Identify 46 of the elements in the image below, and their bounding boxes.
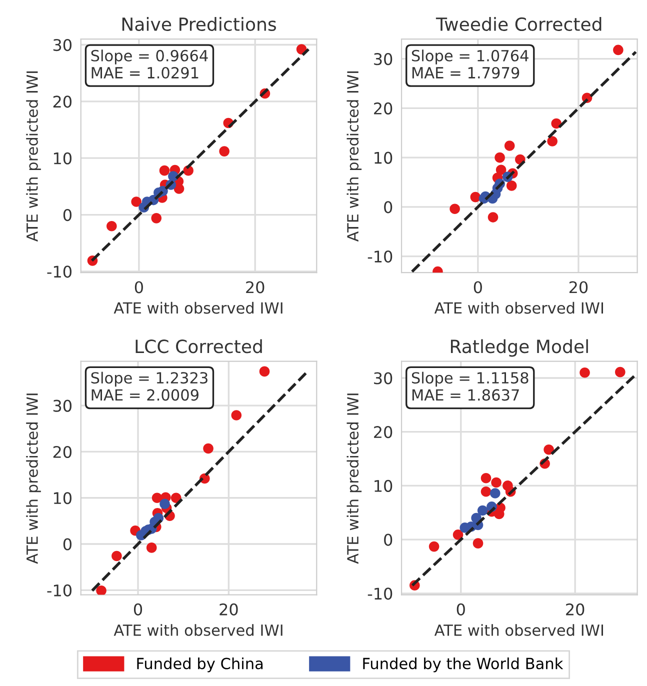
annotation: Slope = 1.2323 MAE = 2.0009	[91, 372, 208, 401]
y-tick-label: 20	[53, 96, 72, 108]
x-tick-label: 0	[474, 281, 482, 294]
annotation: Slope = 1.0764 MAE = 1.7979	[412, 50, 528, 79]
x-tick-label: 20	[220, 603, 238, 616]
y-axis-title: ATE with predicted IWI	[346, 71, 362, 242]
x-axis-title: ATE with observed IWI	[114, 624, 282, 636]
y-tick-label: 10	[54, 152, 72, 164]
y-tick-label: 0	[63, 208, 72, 222]
y-tick-label: 10	[374, 480, 392, 492]
legend-label: Funded by the World Bank	[363, 657, 564, 672]
y-tick-label: 30	[53, 400, 72, 412]
y-tick-label: 30	[53, 38, 72, 52]
chart-title: Ratledge Model	[450, 339, 588, 357]
x-tick-label: 0	[134, 281, 143, 294]
y-tick-label: 30	[374, 53, 392, 66]
y-tick-label: 0	[384, 201, 392, 214]
x-tick-label: 20	[569, 281, 588, 294]
legend-label: Funded by China	[137, 657, 263, 672]
y-tick-label: 0	[384, 534, 392, 546]
y-tick-label: 20	[374, 102, 392, 114]
chart-title: Naive Predictions	[122, 17, 276, 32]
x-axis-title: ATE with observed IWI	[434, 624, 603, 636]
y-tick-label: -10	[47, 584, 72, 596]
annotation: Slope = 0.9664 MAE = 1.0291	[91, 50, 208, 79]
y-tick-label: -10	[368, 588, 392, 600]
annotation: Slope = 1.1158 MAE = 1.8637	[412, 372, 528, 401]
y-tick-label: 20	[374, 426, 392, 438]
x-tick-label: 0	[134, 603, 142, 616]
y-tick-label: 0	[63, 538, 72, 550]
x-axis-title: ATE with observed IWI	[114, 302, 282, 314]
y-axis-title: ATE with predicted IWI	[26, 394, 41, 564]
x-tick-label: 20	[566, 603, 584, 616]
y-axis-title: ATE with predicted IWI	[26, 71, 41, 242]
chart-title: Tweedie Corrected	[436, 17, 602, 32]
y-tick-label: -10	[47, 266, 72, 278]
y-tick-label: 10	[54, 492, 72, 504]
y-tick-label: 20	[53, 446, 72, 458]
y-tick-label: -10	[368, 250, 392, 263]
y-tick-label: 10	[374, 152, 392, 164]
x-axis-title: ATE with observed IWI	[434, 302, 603, 314]
y-axis-title: ATE with predicted IWI	[346, 394, 362, 564]
chart-title: LCC Corrected	[136, 339, 262, 354]
y-tick-label: 30	[374, 372, 392, 384]
x-tick-label: 0	[456, 603, 465, 616]
x-tick-label: 20	[246, 281, 264, 294]
